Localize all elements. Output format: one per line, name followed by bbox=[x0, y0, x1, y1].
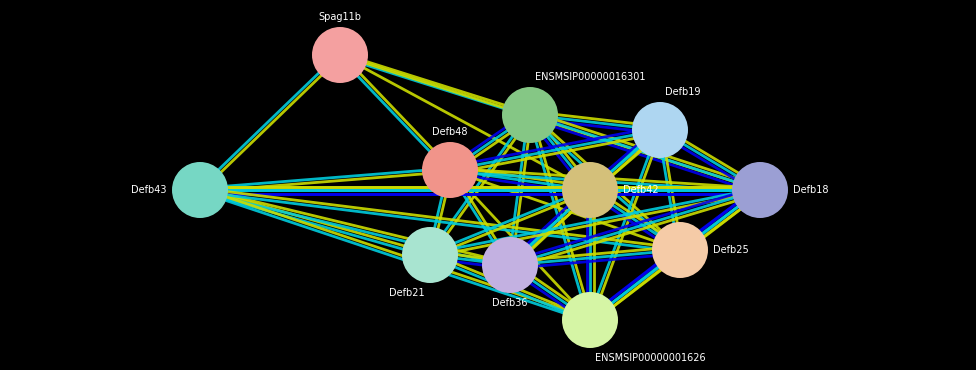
Circle shape bbox=[562, 292, 618, 348]
Text: Defb21: Defb21 bbox=[389, 288, 425, 298]
Text: ENSMSIP00000001626: ENSMSIP00000001626 bbox=[595, 353, 706, 363]
Text: Defb18: Defb18 bbox=[793, 185, 829, 195]
Text: Defb42: Defb42 bbox=[623, 185, 659, 195]
Circle shape bbox=[502, 87, 558, 143]
Circle shape bbox=[632, 102, 688, 158]
Text: Defb36: Defb36 bbox=[492, 298, 528, 308]
Text: Defb43: Defb43 bbox=[132, 185, 167, 195]
Circle shape bbox=[562, 162, 618, 218]
Text: Spag11b: Spag11b bbox=[318, 12, 361, 22]
Circle shape bbox=[732, 162, 788, 218]
Text: Defb19: Defb19 bbox=[665, 87, 701, 97]
Circle shape bbox=[172, 162, 228, 218]
Circle shape bbox=[482, 237, 538, 293]
Circle shape bbox=[402, 227, 458, 283]
Text: ENSMSIP00000016301: ENSMSIP00000016301 bbox=[535, 72, 645, 82]
Circle shape bbox=[422, 142, 478, 198]
Text: Defb25: Defb25 bbox=[713, 245, 749, 255]
Circle shape bbox=[652, 222, 708, 278]
Text: Defb48: Defb48 bbox=[432, 127, 468, 137]
Circle shape bbox=[312, 27, 368, 83]
